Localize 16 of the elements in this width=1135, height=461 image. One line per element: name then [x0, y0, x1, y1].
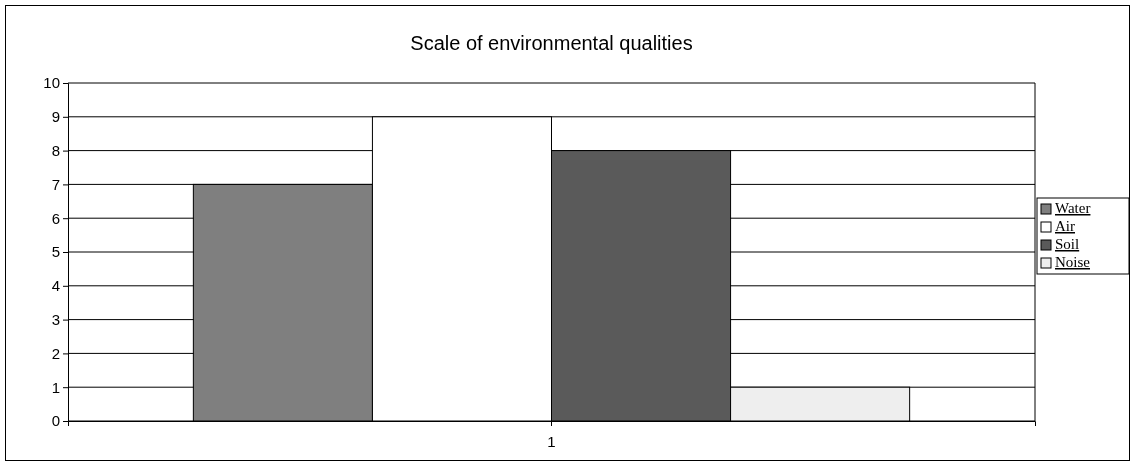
- legend-label: Soil: [1055, 236, 1080, 252]
- y-tick-label: 8: [51, 141, 60, 159]
- y-tick-label: 7: [51, 175, 60, 193]
- y-tick-label: 5: [51, 243, 60, 261]
- y-tick-label: 0: [51, 412, 60, 430]
- y-tick-label: 3: [51, 310, 60, 328]
- y-tick-label: 1: [51, 378, 60, 396]
- chart-title: Scale of environmental qualities: [410, 32, 693, 54]
- y-tick-label: 4: [51, 277, 60, 295]
- y-tick-label: 6: [51, 209, 60, 227]
- y-tick-label: 9: [51, 108, 60, 126]
- legend-label: Air: [1055, 218, 1075, 234]
- legend-label: Noise: [1055, 254, 1091, 270]
- y-tick-label: 2: [51, 344, 60, 362]
- y-tick-label: 10: [43, 74, 60, 92]
- legend-label: Water: [1055, 200, 1091, 216]
